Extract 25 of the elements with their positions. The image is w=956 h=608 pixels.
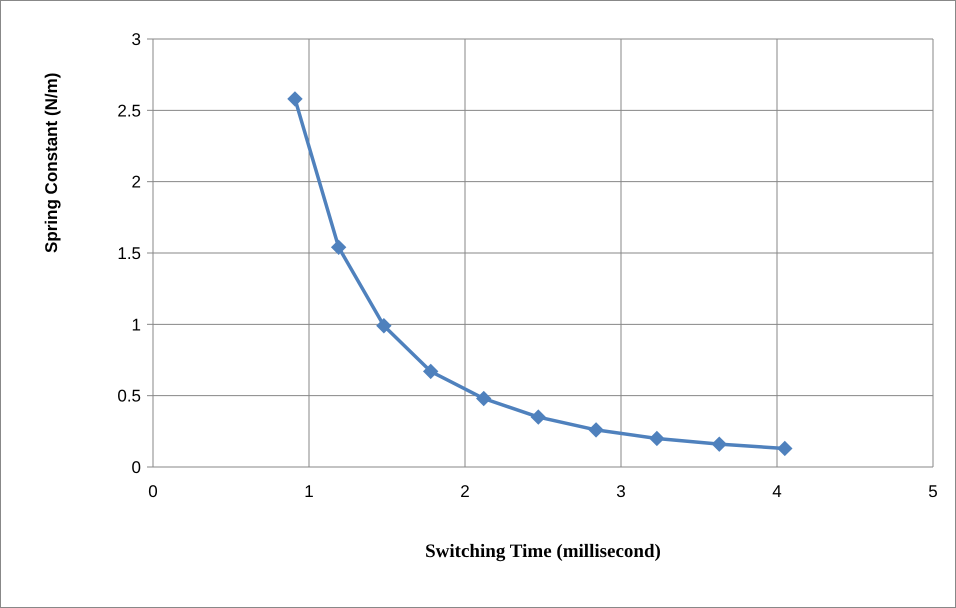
y-tick-label: 2	[132, 172, 141, 192]
x-tick-label: 2	[460, 482, 470, 502]
y-tick-label: 1.5	[117, 244, 141, 264]
x-axis-title: Switching Time (millisecond)	[425, 541, 661, 562]
y-tick-label: 0	[132, 458, 141, 478]
y-axis-title: Spring Constant (N/m)	[42, 72, 62, 253]
x-tick-label: 1	[304, 482, 314, 502]
y-tick-label: 1	[132, 315, 141, 334]
point	[588, 422, 604, 438]
point	[649, 430, 664, 446]
x-tick-label: 4	[772, 482, 782, 502]
point	[712, 436, 727, 452]
point	[287, 91, 302, 106]
point	[423, 364, 438, 379]
point	[777, 440, 792, 456]
point	[530, 410, 546, 425]
x-tick-label: 0	[148, 482, 158, 502]
y-tick-label: 2.5	[117, 101, 141, 120]
point	[331, 240, 346, 255]
y-tick-label: 0.5	[117, 386, 141, 406]
y-tick-label: 3	[132, 30, 141, 50]
point	[476, 391, 492, 406]
x-tick-label: 5	[928, 482, 938, 502]
point	[376, 318, 392, 334]
x-tick-label: 3	[616, 482, 626, 502]
